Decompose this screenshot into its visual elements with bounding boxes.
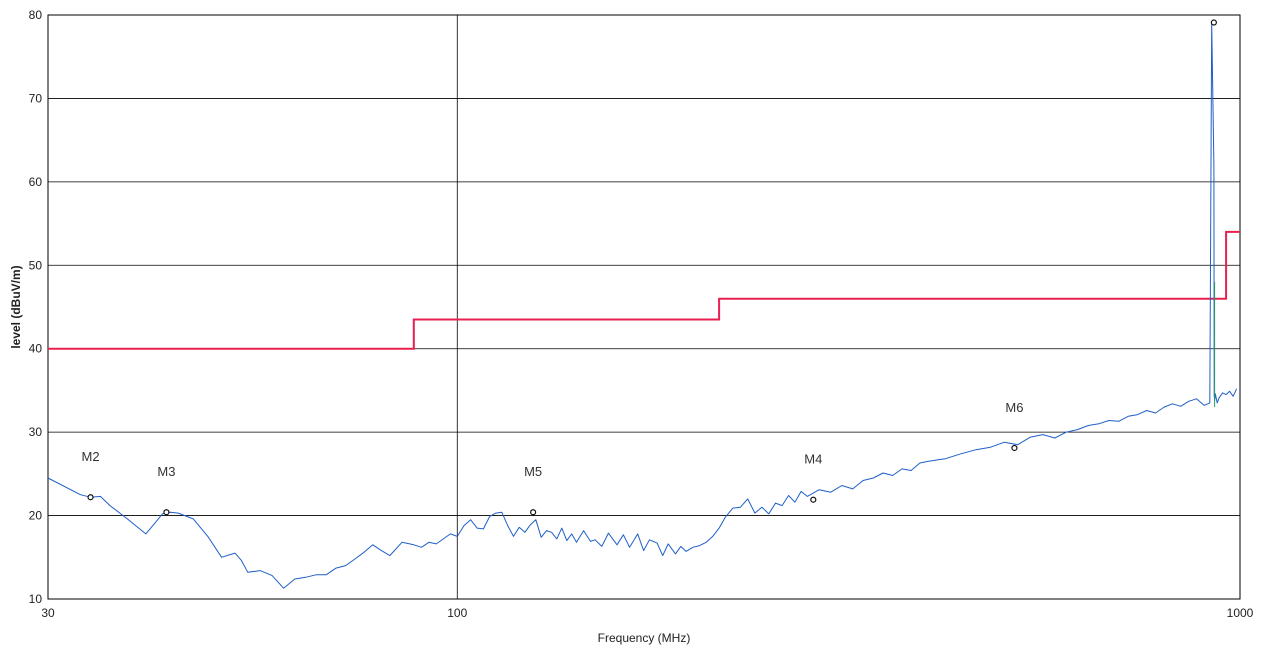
measurement-trace [47,22,1238,589]
measurement-trace-layer [47,22,1238,589]
x-axis-label: Frequency (MHz) [598,631,691,645]
marker-point-m2 [87,494,94,501]
marker-layer: M2 M3 M5 M4 M6 [82,19,1217,516]
y-tick-label: 30 [29,425,43,439]
marker-point-m4 [810,496,817,503]
y-tick-label: 10 [29,592,43,606]
limit-line [48,230,1240,350]
marker-point-m6 [1011,444,1018,452]
y-tick-label: 40 [29,342,43,356]
horizontal-gridlines [48,14,1240,600]
marker-label-m2: M2 [82,449,100,464]
marker-point-m5 [530,509,537,516]
x-tick-labels: 30 100 1000 [41,606,1253,620]
marker-label-m6: M6 [1005,400,1023,415]
y-tick-label: 60 [29,175,43,189]
x-tick-label: 100 [447,606,467,620]
limit-line-layer [48,230,1240,350]
marker-label-m5: M5 [524,464,542,479]
y-tick-label: 50 [29,258,43,272]
x-tick-label: 1000 [1227,606,1254,620]
x-tick-label: 30 [41,606,55,620]
marker-point-m3 [163,509,170,516]
marker-label-m3: M3 [157,464,175,479]
marker-label-m4: M4 [804,452,822,467]
y-tick-label: 20 [29,509,43,523]
peak-marker-point [1210,19,1217,26]
y-tick-labels: 10 20 30 40 50 60 70 80 [29,8,43,606]
y-tick-label: 80 [29,8,43,22]
vertical-gridlines [47,15,1241,599]
y-tick-label: 70 [29,91,43,105]
y-axis-label: level (dBuV/m) [9,265,23,348]
plot-frame [47,14,1241,600]
